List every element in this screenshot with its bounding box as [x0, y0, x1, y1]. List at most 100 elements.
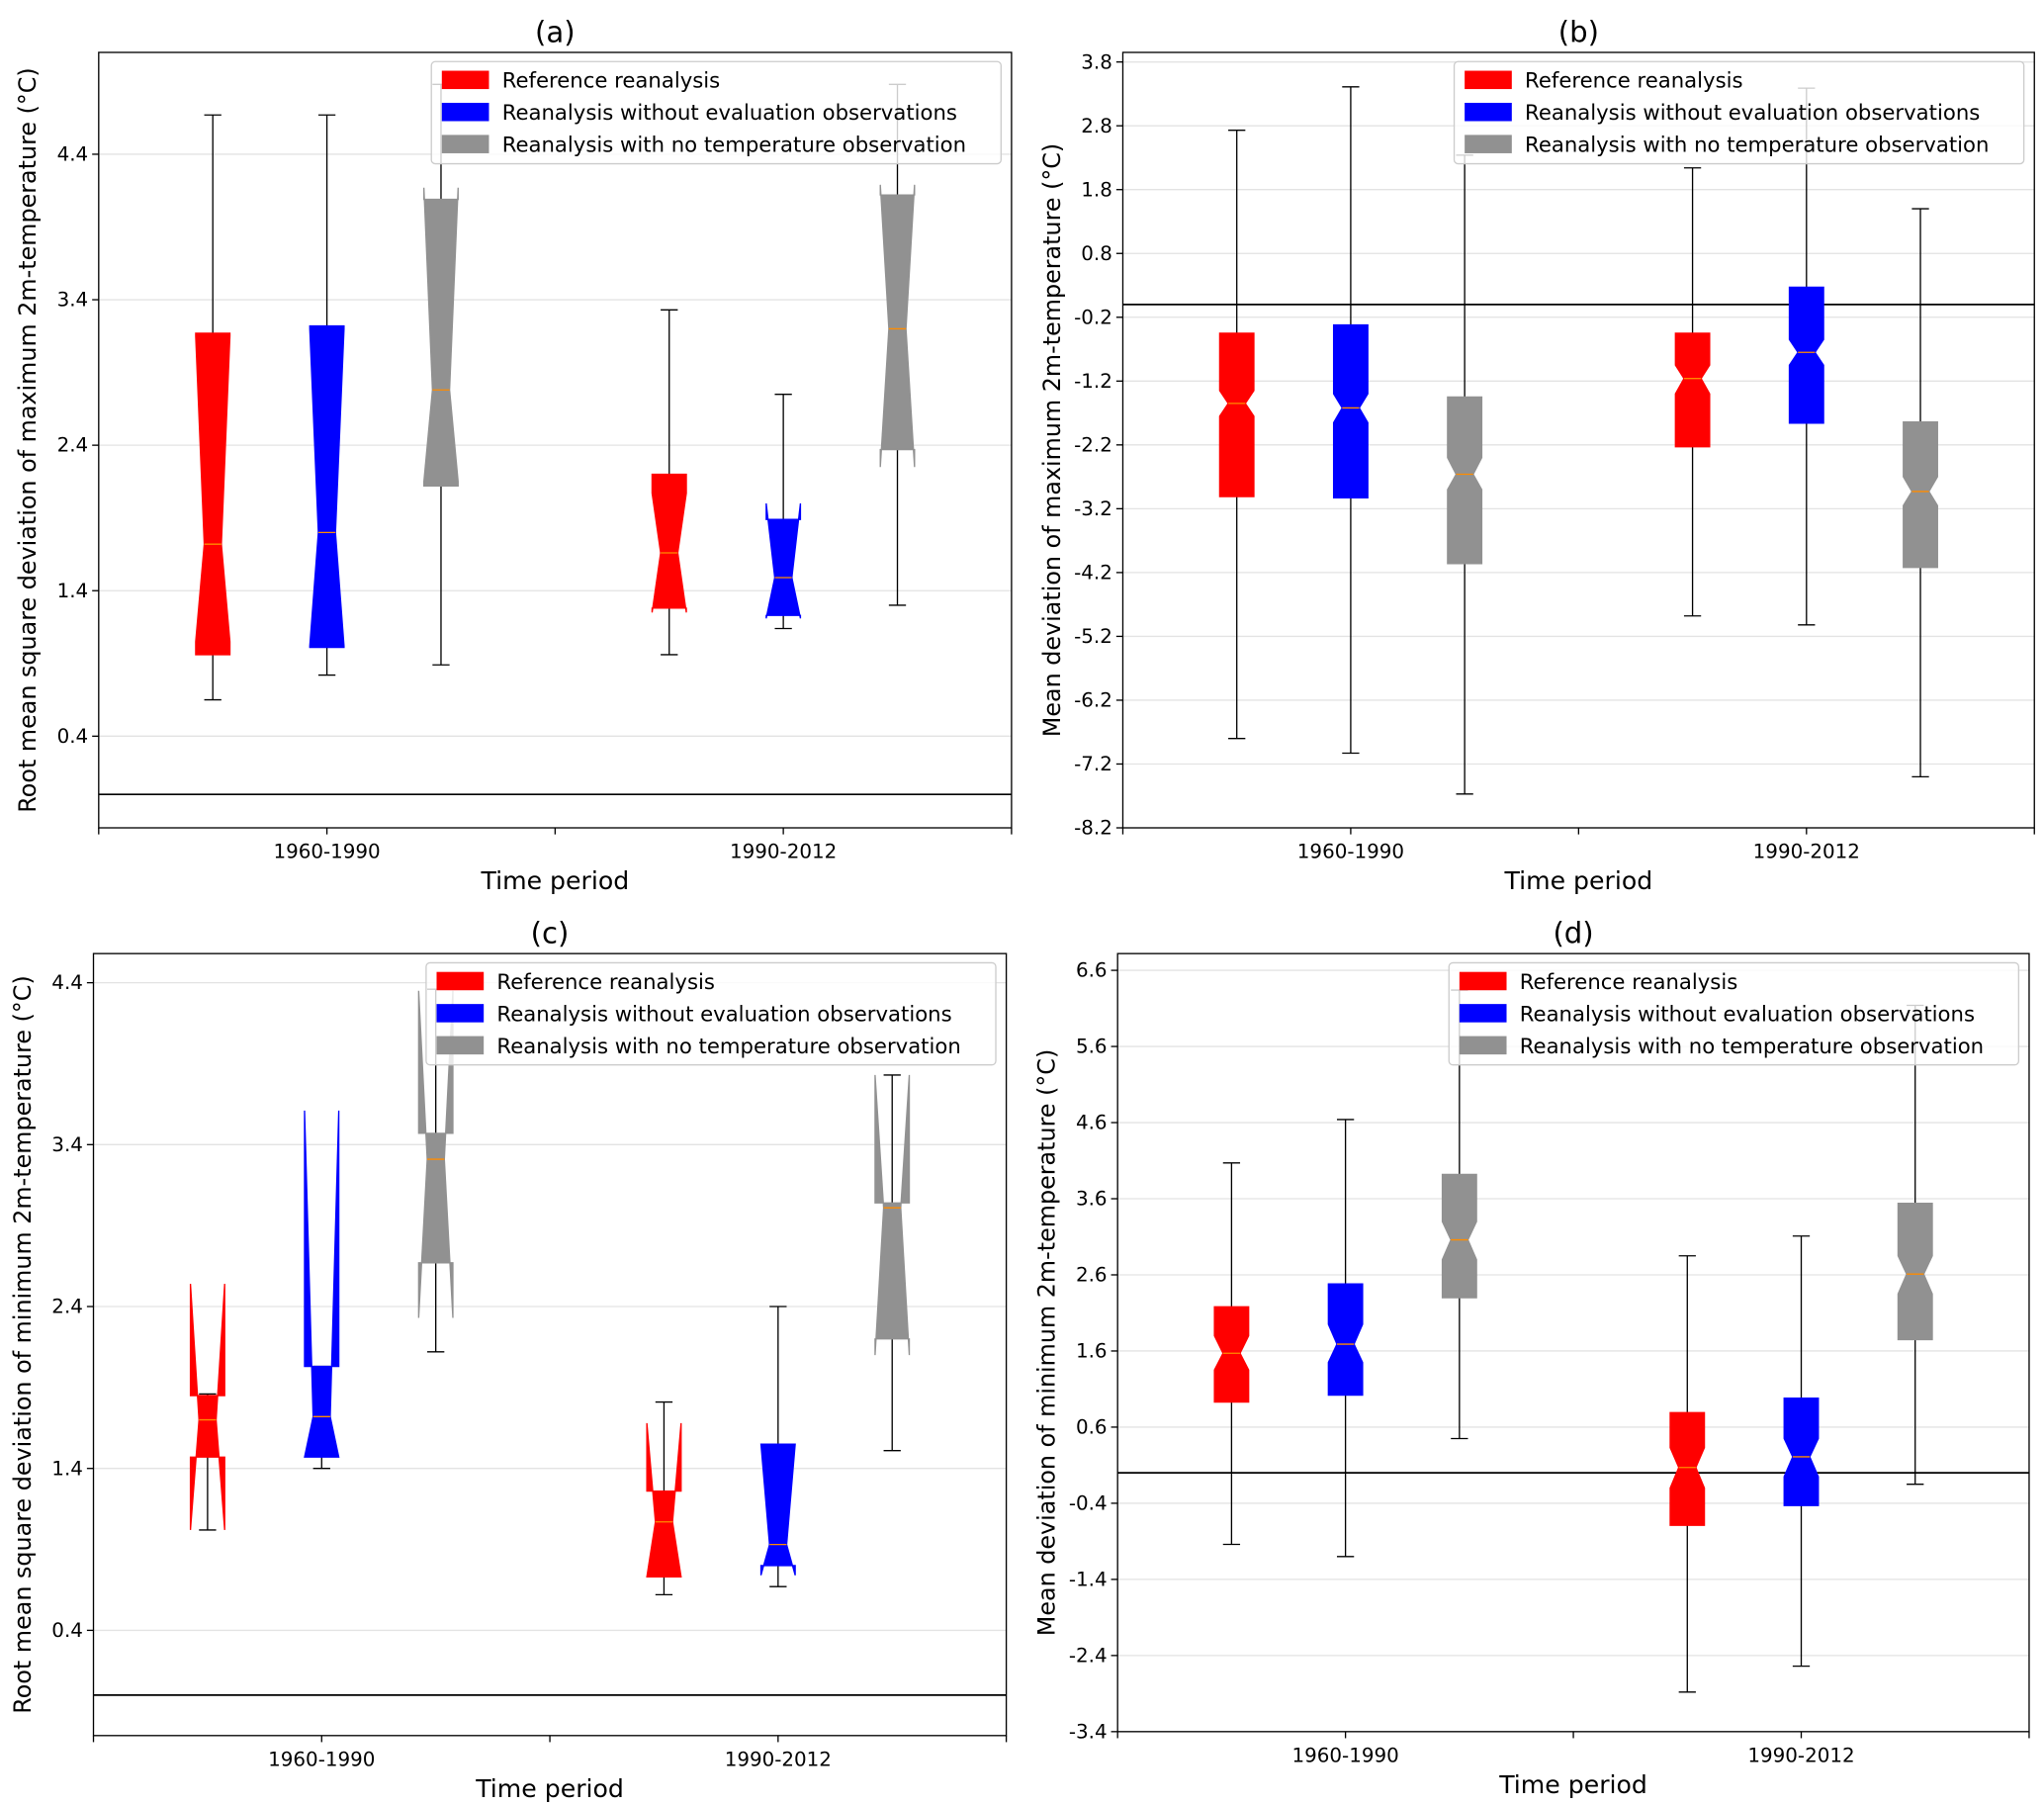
y-tick-label: 2.8: [1081, 115, 1112, 137]
legend-label: Reanalysis without evaluation observatio…: [1520, 1001, 1975, 1026]
notched-box: [1788, 286, 1824, 424]
legend-swatch: [1459, 1004, 1507, 1023]
notched-box: [309, 324, 345, 649]
notched-box: [423, 187, 459, 487]
notched-box: [304, 1110, 340, 1458]
notched-box: [1218, 332, 1255, 497]
y-tick-label: -1.4: [1069, 1569, 1108, 1591]
y-tick-label: -1.2: [1074, 370, 1112, 393]
subplot: -8.2 -7.2 -6.2 -5.2 -4.2 -3.2 -2.2 -1.2 -0.2 0.8 1…: [1038, 15, 2035, 895]
y-tick-label: -8.2: [1074, 817, 1112, 840]
x-axis-label: Time period: [1504, 866, 1653, 895]
legend-swatch: [1465, 70, 1512, 90]
subplot-title: (d): [1553, 917, 1593, 950]
legend-swatch: [441, 102, 489, 122]
notched-box: [1669, 1411, 1706, 1526]
subplot-title: (a): [535, 15, 576, 48]
y-tick-label: -3.4: [1069, 1720, 1108, 1743]
legend-swatch: [436, 971, 485, 991]
legend-label: Reanalysis with no temperature observati…: [496, 1034, 960, 1058]
y-tick-label: 2.6: [1076, 1264, 1108, 1287]
notched-box: [195, 332, 231, 656]
y-tick-label: 4.4: [51, 971, 83, 994]
y-tick-label: -2.2: [1074, 433, 1112, 456]
notched-box: [1447, 396, 1483, 565]
x-axis-label: Time period: [1498, 1770, 1647, 1799]
y-tick-label: 5.6: [1076, 1036, 1108, 1058]
y-tick-label: 1.6: [1076, 1340, 1108, 1363]
y-tick-label: -2.4: [1069, 1644, 1108, 1667]
y-tick-label: 4.6: [1076, 1112, 1108, 1134]
subplot: 0.4 1.4 2.4 3.4 4.4 1960-1990 1990-2012 (c) Time…: [9, 917, 1008, 1803]
notched-box: [1332, 323, 1369, 499]
legend-box: [1453, 60, 2025, 165]
legend-box: [430, 60, 1002, 165]
y-tick-label: 1.4: [51, 1457, 83, 1480]
x-tick-label: 1990-2012: [1747, 1744, 1854, 1766]
x-tick-label: 1960-1990: [273, 840, 380, 862]
notched-box: [417, 990, 454, 1318]
legend-label: Reanalysis without evaluation observatio…: [1525, 100, 1980, 125]
notched-box: [651, 473, 687, 613]
y-tick-label: -0.2: [1074, 306, 1112, 328]
legend-label: Reanalysis without evaluation observatio…: [496, 1001, 951, 1026]
x-tick-label: 1960-1990: [1291, 1744, 1398, 1766]
axes-frame: [1121, 51, 2035, 829]
legend-swatch: [1465, 102, 1512, 122]
axes-frame: [98, 51, 1013, 829]
x-tick-label: 1990-2012: [1753, 840, 1860, 862]
notched-box: [1783, 1398, 1820, 1506]
subplot-title: (c): [531, 917, 570, 950]
y-tick-label: 6.6: [1076, 959, 1108, 982]
notched-box: [765, 502, 802, 619]
legend-box: [425, 961, 997, 1066]
legend-box: [1448, 961, 2020, 1066]
y-axis-label: Mean deviation of minimum 2m-temperature…: [1033, 1049, 1061, 1636]
y-tick-label: 4.4: [57, 143, 89, 166]
legend-swatch: [441, 70, 489, 90]
x-tick-label: 1990-2012: [725, 1748, 832, 1770]
legend-label: Reference reanalysis: [1520, 969, 1737, 994]
y-tick-label: 3.4: [51, 1133, 83, 1156]
y-axis-label: Root mean square deviation of maximum 2m…: [14, 67, 42, 812]
y-tick-label: 1.4: [57, 580, 89, 602]
legend-label: Reference reanalysis: [502, 68, 721, 93]
notched-box: [646, 1422, 682, 1579]
notched-box: [189, 1284, 225, 1530]
y-tick-label: -7.2: [1074, 753, 1112, 775]
x-tick-label: 1990-2012: [730, 840, 837, 862]
notched-box: [1897, 1202, 1933, 1341]
legend-label: Reanalysis without evaluation observatio…: [502, 100, 957, 125]
subplot: 0.4 1.4 2.4 3.4 4.4 1960-1990 1990-2012 (a) Time…: [14, 15, 1013, 895]
y-tick-label: 0.6: [1076, 1416, 1108, 1439]
notched-box: [874, 1074, 911, 1356]
y-tick-label: -6.2: [1074, 689, 1112, 712]
legend-swatch: [1459, 1036, 1507, 1055]
y-axis-label: Root mean square deviation of minimum 2m…: [9, 975, 37, 1713]
y-axis-label: Mean deviation of maximum 2m-temperature…: [1038, 143, 1066, 737]
legend-label: Reanalysis with no temperature observati…: [502, 133, 966, 157]
y-tick-label: -0.4: [1069, 1492, 1108, 1515]
notched-box: [879, 184, 916, 468]
y-tick-label: 0.4: [51, 1619, 83, 1642]
y-tick-label: 0.4: [57, 725, 89, 748]
subplot-title: (b): [1558, 15, 1599, 48]
notched-box: [1327, 1283, 1364, 1397]
x-axis-label: Time period: [475, 1774, 624, 1803]
notched-box: [759, 1443, 796, 1576]
x-axis-label: Time period: [481, 866, 630, 895]
notched-box: [1674, 332, 1711, 448]
y-tick-label: -4.2: [1074, 562, 1112, 585]
notched-box: [1903, 420, 1938, 569]
legend-swatch: [1459, 971, 1507, 991]
legend-label: Reference reanalysis: [496, 969, 715, 994]
notched-box: [1441, 1173, 1477, 1299]
y-tick-label: 3.4: [57, 289, 89, 312]
legend-swatch: [436, 1036, 485, 1055]
legend-label: Reanalysis with no temperature observati…: [1520, 1034, 1984, 1058]
y-tick-label: 2.4: [51, 1296, 83, 1318]
legend-label: Reference reanalysis: [1525, 68, 1743, 93]
axes-frame: [92, 952, 1008, 1737]
x-tick-label: 1960-1990: [1297, 840, 1404, 862]
legend-swatch: [1465, 135, 1512, 153]
